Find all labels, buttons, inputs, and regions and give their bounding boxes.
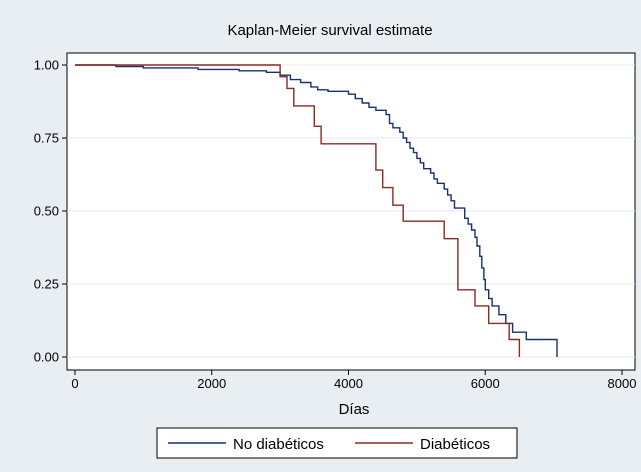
x-tick-label: 4000 [334,376,363,391]
x-tick-label: 2000 [197,376,226,391]
y-tick-label: 0.25 [34,277,59,292]
legend-label-diabeticos: Diabéticos [420,436,490,453]
x-axis-title: Días [339,401,370,418]
x-tick-label: 0 [71,376,78,391]
legend-label-no-diabeticos: No diabéticos [233,436,324,453]
y-tick-label: 0.75 [34,131,59,146]
x-axis: 0 2000 4000 6000 8000 [71,370,636,391]
series-line-diabeticos [75,64,521,357]
legend: No diabéticos Diabéticos [156,427,518,459]
x-tick-label: 6000 [471,376,500,391]
y-tick-label: 1.00 [34,58,59,73]
y-tick-label: 0.00 [34,350,59,365]
chart-title: Kaplan-Meier survival estimate [227,22,432,39]
y-axis: 0.00 0.25 0.50 0.75 1.00 [34,58,67,365]
y-tick-label: 0.50 [34,204,59,219]
series-layer [75,64,558,357]
series-line-no-diabeticos [75,64,558,357]
x-tick-label: 8000 [608,376,637,391]
